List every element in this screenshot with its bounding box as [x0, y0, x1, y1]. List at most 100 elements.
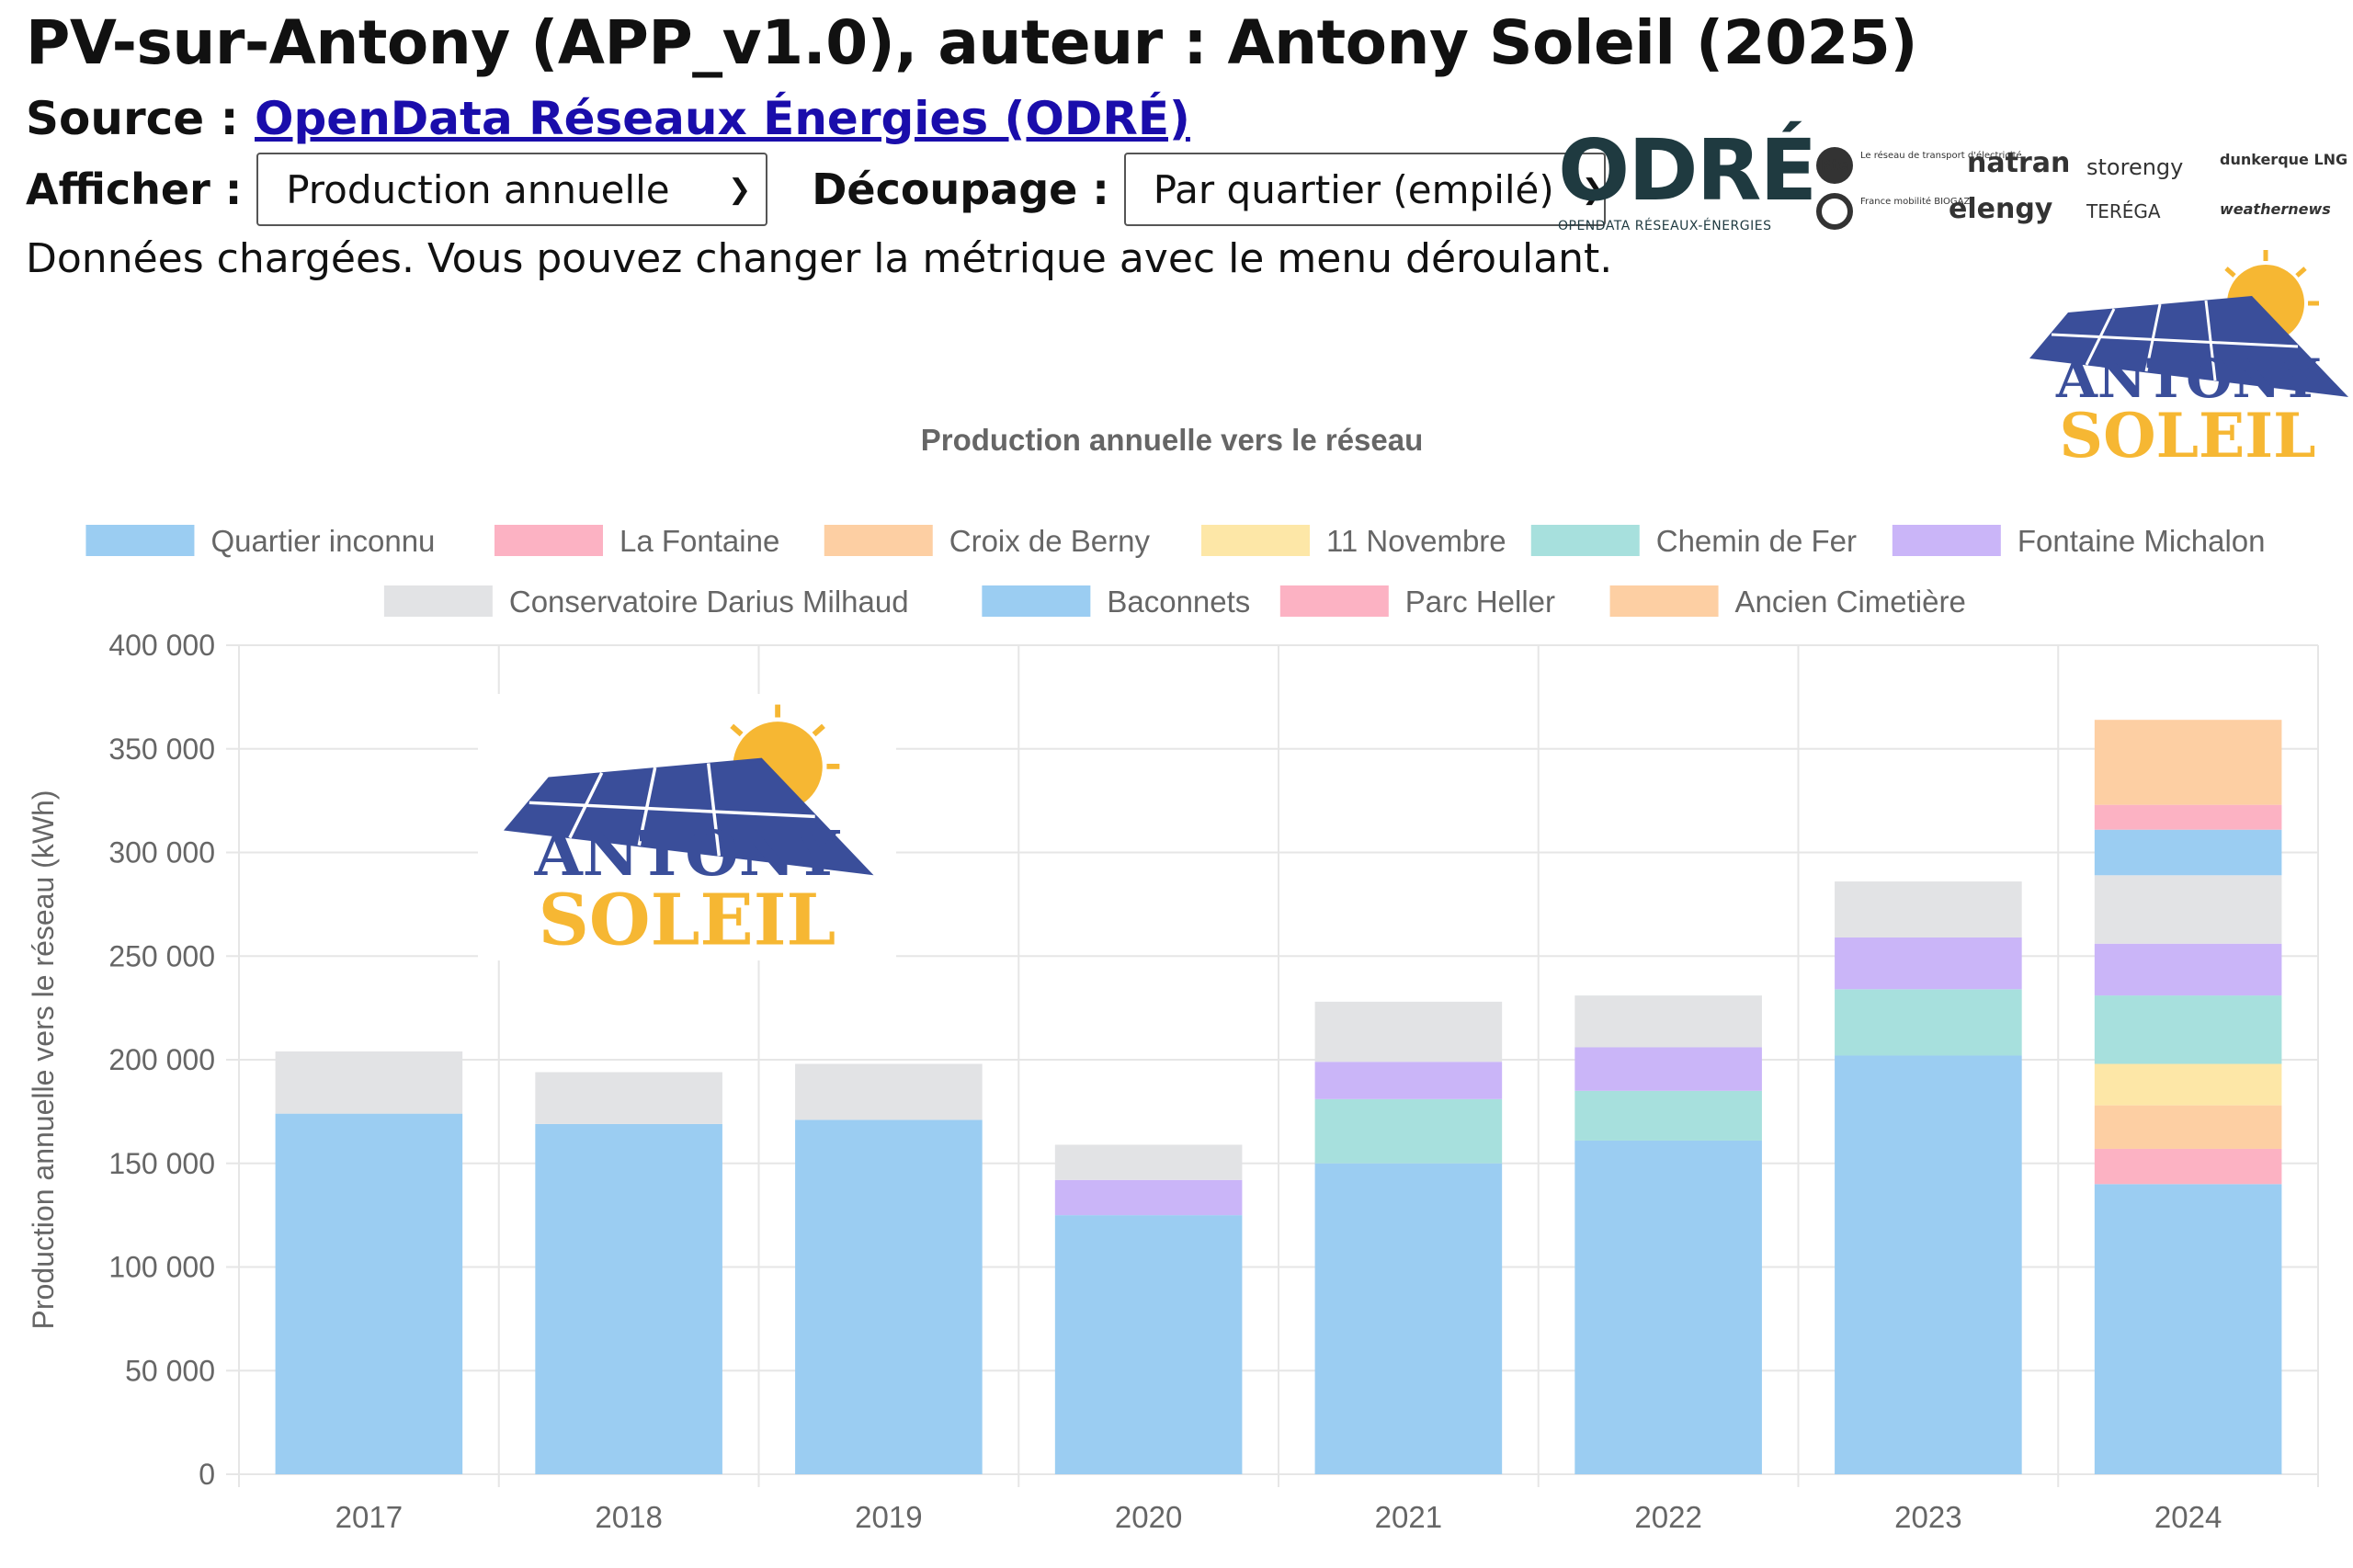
legend-label: 11 Novembre [1326, 524, 1506, 558]
legend-label: Baconnets [1107, 585, 1250, 619]
y-tick-label: 0 [199, 1458, 215, 1491]
rte-logo: Rte [1816, 147, 1853, 184]
y-tick-label: 200 000 [108, 1043, 215, 1076]
legend-swatch [494, 525, 603, 556]
terega-logo: TERÉGA [2086, 200, 2161, 222]
storengy-logo: storengy [2086, 154, 2184, 180]
page-title: PV-sur-Antony (APP_v1.0), auteur : Anton… [26, 7, 1918, 78]
controls-bar: Afficher : Production annuelle ❯ Découpa… [26, 153, 1606, 226]
legend-label: Croix de Berny [949, 524, 1151, 558]
bar-segment [2094, 1063, 2282, 1106]
y-tick-label: 400 000 [108, 629, 215, 662]
split-label: Découpage : [812, 165, 1109, 214]
bar-segment [1574, 1140, 1762, 1474]
bar-segment [535, 1123, 722, 1474]
legend-swatch [85, 525, 195, 556]
source-line: Source : OpenData Réseaux Énergies (ODRÉ… [26, 92, 1190, 145]
split-select[interactable]: Par quartier (empilé) ❯ [1123, 153, 1606, 226]
chevron-down-icon: ❯ [1581, 173, 1605, 206]
bar-segment [1314, 1062, 1503, 1099]
bar-segment [535, 1072, 722, 1124]
status-message: Données chargées. Vous pouvez changer la… [26, 235, 1613, 282]
bar-segment [2094, 1148, 2282, 1185]
bar-segment [2094, 829, 2282, 876]
legend-swatch [1892, 525, 2001, 556]
x-tick-label: 2024 [2154, 1500, 2222, 1534]
x-tick-label: 2022 [1634, 1500, 1701, 1534]
y-tick-label: 250 000 [108, 939, 215, 972]
legend-swatch [1530, 525, 1640, 556]
bar-segment [2094, 943, 2282, 996]
bar-segment [275, 1113, 463, 1474]
legend-swatch [982, 585, 1091, 617]
x-tick-label: 2018 [595, 1500, 662, 1534]
legend-swatch [1279, 585, 1389, 617]
bar-segment [2094, 804, 2282, 830]
x-tick-label: 2019 [855, 1500, 922, 1534]
legend-swatch [383, 585, 493, 617]
bar-segment [1835, 1055, 2022, 1474]
legend-label: Fontaine Michalon [2018, 524, 2266, 558]
odre-logo: ODRÉ OPENDATA RÉSEAUX-ÉNERGIES [1558, 121, 1817, 234]
bar-segment [1835, 881, 2022, 937]
metric-select-value: Production annuelle [286, 166, 670, 212]
bar-segment [2094, 1105, 2282, 1149]
x-tick-label: 2020 [1115, 1500, 1182, 1534]
production-chart: Production annuelle vers le réseau Quarti… [27, 423, 2319, 1534]
dunkerque-lng-logo: dunkerque LNG [2220, 151, 2348, 168]
natran-logo: natran [1967, 147, 2071, 179]
bar-segment [795, 1119, 983, 1474]
odre-logo-subtitle: OPENDATA RÉSEAUX-ÉNERGIES [1558, 219, 1772, 233]
source-label: Source : [26, 92, 239, 145]
bar-segment [1835, 937, 2022, 990]
bar-segment [275, 1051, 463, 1114]
bar-segment [2094, 1184, 2282, 1474]
legend-label: Quartier inconnu [210, 524, 435, 558]
bar-segment [1574, 1090, 1762, 1141]
bar-segment [1054, 1179, 1243, 1216]
y-tick-label: 50 000 [125, 1354, 215, 1387]
antony-logo-text: ANTONY [534, 817, 841, 890]
chevron-down-icon: ❯ [728, 173, 752, 206]
bar-segment [2094, 720, 2282, 805]
bar-segment [1574, 1047, 1762, 1091]
bar-segment [1314, 1001, 1503, 1062]
soleil-logo-text: SOLEIL [2059, 400, 2315, 471]
legend-swatch [1609, 585, 1719, 617]
legend-label: Parc Heller [1405, 585, 1555, 619]
antony-logo-text: ANTONY [2055, 347, 2320, 410]
split-select-value: Par quartier (empilé) [1153, 166, 1554, 212]
bar-segment [1574, 995, 1762, 1048]
legend-label: La Fontaine [620, 524, 779, 558]
bar-segment [1835, 989, 2022, 1056]
metric-label: Afficher : [26, 165, 243, 214]
odre-logo-word: ODRÉ [1558, 121, 1817, 220]
x-tick-label: 2021 [1375, 1500, 1442, 1534]
antony-soleil-watermark: ANTONY SOLEIL [478, 694, 896, 960]
legend-swatch [824, 525, 933, 556]
antony-soleil-logo: ANTONY SOLEIL [2029, 250, 2348, 471]
bar-segment [795, 1063, 983, 1120]
y-tick-label: 300 000 [108, 836, 215, 869]
x-tick-label: 2017 [335, 1500, 403, 1534]
metric-select[interactable]: Production annuelle ❯ [256, 153, 768, 226]
bar-segment [1054, 1144, 1243, 1180]
y-tick-label: 350 000 [108, 733, 215, 766]
legend-label: Conservatoire Darius Milhaud [509, 585, 909, 619]
x-tick-label: 2023 [1894, 1500, 1961, 1534]
bar-segment [1314, 1098, 1503, 1164]
legend-swatch [1201, 525, 1310, 556]
y-axis-label: Production annuelle vers le réseau (kWh) [27, 790, 60, 1330]
biogaz-label: France mobilité BIOGAZ [1860, 197, 1971, 207]
y-tick-label: 100 000 [108, 1251, 215, 1284]
soleil-logo-text: SOLEIL [539, 880, 836, 960]
bar-segment [2094, 875, 2282, 944]
partner-logos: Rte Le réseau de transport d'électricité… [1802, 145, 2348, 237]
source-link[interactable]: OpenData Réseaux Énergies (ODRÉ) [255, 92, 1190, 145]
weathernews-logo: weathernews [2220, 200, 2331, 218]
legend-label: Chemin de Fer [1656, 524, 1857, 558]
chart-title: Production annuelle vers le réseau [921, 423, 1424, 457]
elengy-logo: elengy [1949, 193, 2053, 225]
biogaz-logo-icon [1816, 193, 1853, 230]
bar-segment [1314, 1163, 1503, 1474]
